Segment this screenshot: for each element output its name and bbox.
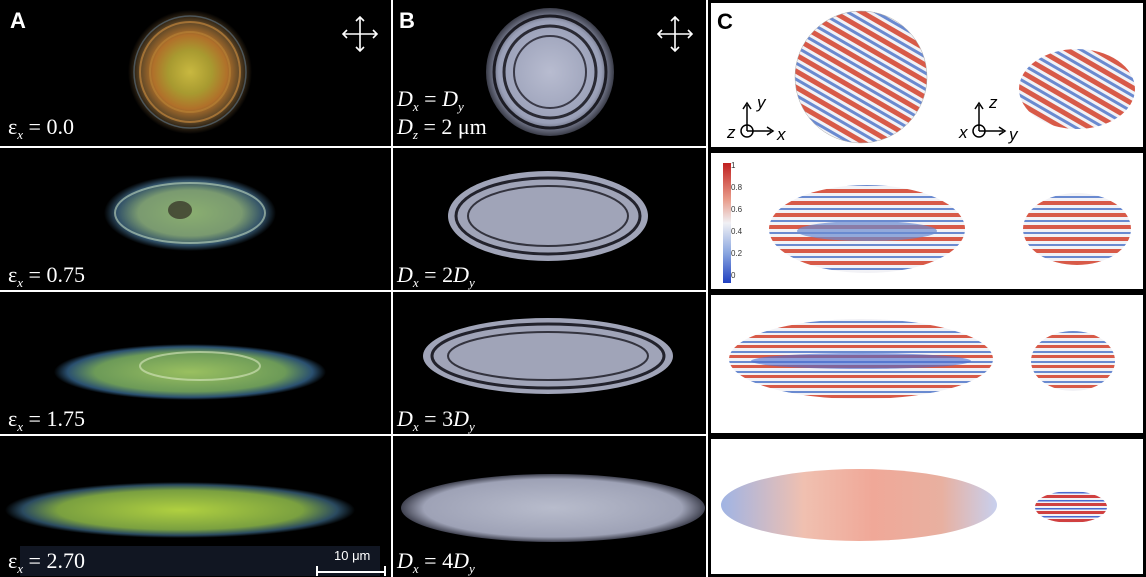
panel-a-row1: A εx = 0.0 bbox=[0, 0, 391, 146]
panel-c-row3 bbox=[708, 292, 1146, 436]
axis-label-y: y bbox=[1009, 125, 1018, 144]
panel-b-row2: Dx = 2Dy bbox=[393, 148, 706, 290]
panel-b-row4: Dx = 4Dy bbox=[393, 436, 706, 577]
dim-value: = 2 μm bbox=[417, 114, 487, 139]
dim-symbol: D bbox=[453, 548, 469, 573]
dim-symbol: D bbox=[453, 262, 469, 287]
dimension-label: Dx = 2Dy bbox=[397, 262, 475, 290]
strain-value: = 0.75 bbox=[28, 262, 85, 287]
simulation-ellipse bbox=[423, 318, 673, 394]
micrograph-circle bbox=[128, 10, 252, 134]
colorbar-tick: 1 bbox=[731, 161, 736, 170]
axis-label-x: x bbox=[959, 123, 968, 142]
dimension-label: Dz = 2 μm bbox=[397, 114, 487, 142]
axis-label-x: x bbox=[777, 125, 786, 144]
axis-label-z: z bbox=[989, 93, 998, 112]
strain-value: = 1.75 bbox=[28, 406, 85, 431]
dim-equals: = bbox=[418, 86, 443, 111]
dim-subscript: y bbox=[468, 419, 475, 434]
strain-symbol: ε bbox=[8, 406, 18, 431]
axis-label-y: y bbox=[757, 93, 766, 112]
dim-symbol: D bbox=[397, 262, 413, 287]
dim-symbol: D bbox=[397, 114, 413, 139]
dim-subscript: x bbox=[412, 99, 419, 114]
panel-b-row3: Dx = 3Dy bbox=[393, 292, 706, 434]
strain-value: = 2.70 bbox=[28, 548, 85, 573]
director-field-pair bbox=[723, 163, 1131, 283]
director-field-pair bbox=[721, 469, 1107, 541]
dim-symbol: D bbox=[397, 86, 413, 111]
panel-c-row4 bbox=[708, 436, 1146, 577]
strain-subscript: x bbox=[17, 419, 24, 434]
simulation-ellipse bbox=[401, 474, 705, 542]
dimension-label: Dx = Dy bbox=[397, 86, 464, 114]
colorbar-tick: 0.8 bbox=[731, 183, 743, 192]
dim-symbol: D bbox=[442, 86, 458, 111]
strain-subscript: x bbox=[17, 275, 24, 290]
dimension-label: Dx = 3Dy bbox=[397, 406, 475, 434]
director-field-pair bbox=[729, 319, 1115, 399]
colorbar-tick: 0.4 bbox=[731, 227, 743, 236]
micrograph-ellipse bbox=[5, 482, 380, 576]
simulation-circle bbox=[486, 8, 614, 136]
panel-letter-c: C bbox=[717, 9, 733, 34]
strain-value: = 0.0 bbox=[28, 114, 74, 139]
micrograph-ellipse bbox=[54, 344, 326, 400]
dim-subscript: y bbox=[468, 561, 475, 576]
strain-label: εx = 2.70 bbox=[8, 548, 85, 576]
dim-subscript: x bbox=[412, 561, 419, 576]
dim-subscript: y bbox=[457, 99, 464, 114]
panel-letter-a: A bbox=[10, 8, 26, 33]
colorbar-tick: 0.2 bbox=[731, 249, 743, 258]
dim-subscript: y bbox=[468, 275, 475, 290]
strain-symbol: ε bbox=[8, 548, 18, 573]
strain-subscript: x bbox=[17, 561, 24, 576]
micrograph-ellipse bbox=[104, 175, 276, 251]
panel-letter-b: B bbox=[399, 8, 415, 33]
panel-c-row1: C y x z z y x bbox=[708, 0, 1146, 150]
dim-equals: = 4 bbox=[418, 548, 454, 573]
dim-symbol: D bbox=[397, 548, 413, 573]
colorbar-tick: 0 bbox=[731, 271, 736, 280]
panel-a-row4: εx = 2.70 10 μm bbox=[0, 436, 391, 577]
strain-label: εx = 0.0 bbox=[8, 114, 74, 142]
scale-bar bbox=[316, 566, 386, 576]
dim-equals: = 3 bbox=[418, 406, 454, 431]
strain-label: εx = 0.75 bbox=[8, 262, 85, 290]
strain-label: εx = 1.75 bbox=[8, 406, 85, 434]
strain-subscript: x bbox=[17, 127, 24, 142]
panel-c-row2: 1 0.8 0.6 0.4 0.2 0 bbox=[708, 150, 1146, 292]
simulation-ellipse bbox=[448, 171, 648, 261]
dim-subscript: x bbox=[412, 275, 419, 290]
crossed-polarizers-icon bbox=[656, 15, 694, 53]
dim-symbol: D bbox=[397, 406, 413, 431]
colorbar-ticks: 1 0.8 0.6 0.4 0.2 0 bbox=[731, 161, 742, 280]
colorbar bbox=[723, 163, 731, 283]
axis-label-z: z bbox=[727, 123, 736, 142]
dim-subscript: z bbox=[412, 127, 418, 142]
dim-subscript: x bbox=[412, 419, 419, 434]
dimension-label: Dx = 4Dy bbox=[397, 548, 475, 576]
panel-a-row3: εx = 1.75 bbox=[0, 292, 391, 434]
panel-b-row1: B Dx = Dy Dz = 2 μm bbox=[393, 0, 706, 146]
crossed-polarizers-icon bbox=[341, 15, 379, 53]
strain-symbol: ε bbox=[8, 114, 18, 139]
director-field-pair bbox=[740, 10, 1135, 144]
panel-a-row2: εx = 0.75 bbox=[0, 148, 391, 290]
scale-bar-label: 10 μm bbox=[334, 548, 371, 563]
dim-equals: = 2 bbox=[418, 262, 454, 287]
strain-symbol: ε bbox=[8, 262, 18, 287]
colorbar-tick: 0.6 bbox=[731, 205, 743, 214]
dim-symbol: D bbox=[453, 406, 469, 431]
